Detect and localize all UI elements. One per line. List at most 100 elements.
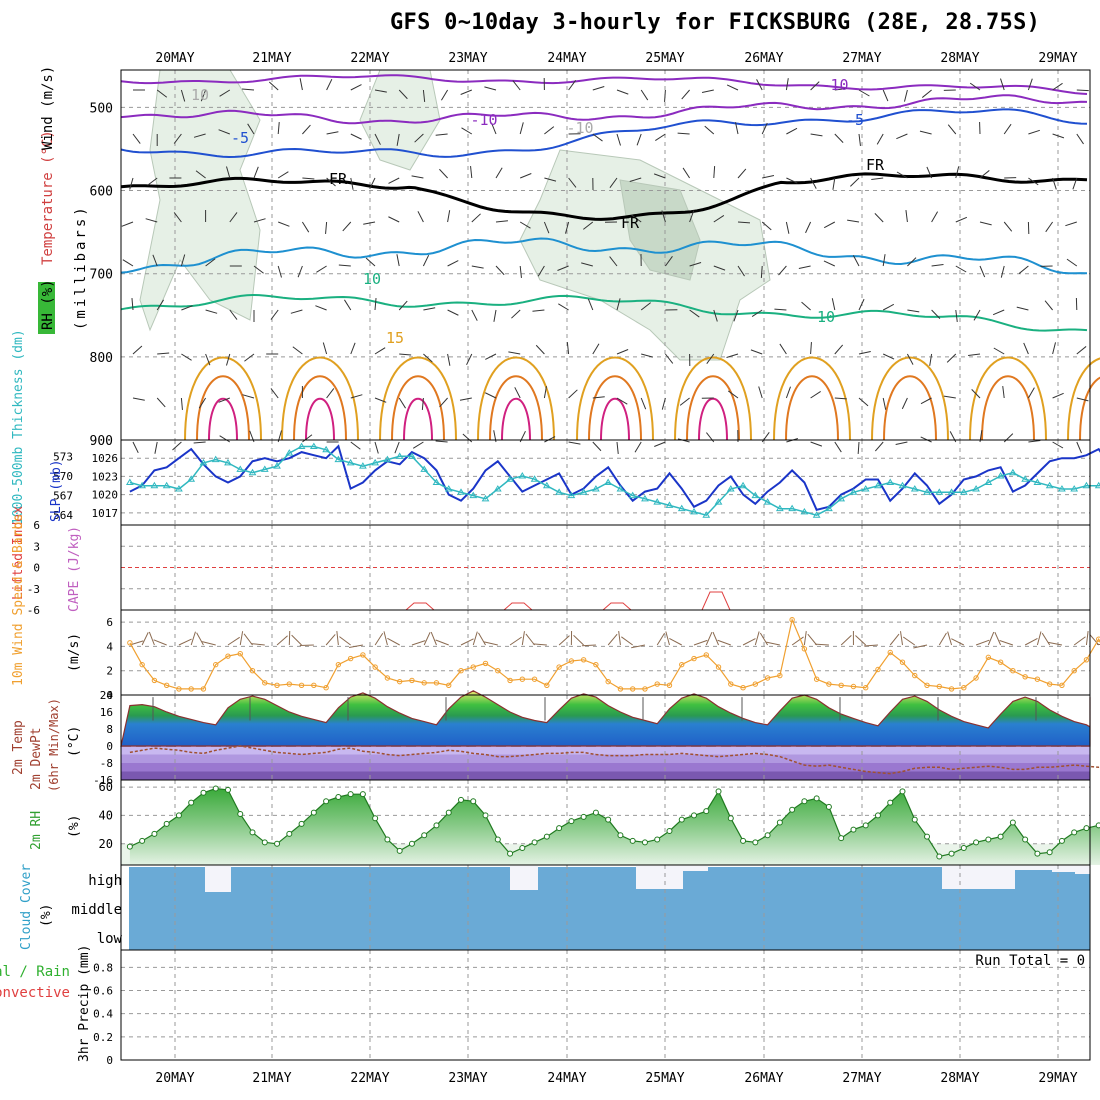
rh-line (129, 787, 1100, 858)
wind-barb (810, 133, 823, 137)
contour-label: -10 (470, 111, 497, 129)
wind-barb (896, 133, 908, 140)
wind-speed-point (323, 685, 329, 691)
panel-frame-thick (120, 439, 1091, 526)
wind-barb (131, 298, 134, 311)
mb-tick-label: 700 (90, 268, 113, 283)
wind-speed-point (1034, 676, 1041, 682)
wind-barb (1065, 221, 1077, 227)
cloud-gap (1052, 866, 1075, 872)
warm-contour (196, 375, 250, 441)
wind-barb (737, 221, 751, 224)
wind-speed-point (139, 661, 145, 668)
thickness-point (690, 507, 698, 515)
warm-contour (293, 375, 347, 441)
precip-tick-label: 0.6 (93, 985, 113, 998)
rh-point (629, 837, 636, 844)
cold-band (121, 771, 1090, 780)
wind-barb (173, 212, 182, 223)
wind-barb (955, 216, 968, 223)
thickness-point (972, 485, 980, 492)
wind-barb (302, 434, 313, 443)
thickness-point (1033, 478, 1042, 485)
wind-10m-barb (656, 632, 666, 646)
wind-10m-barb (631, 644, 646, 649)
wind-barb (1076, 397, 1089, 402)
wind-barb (350, 342, 356, 355)
cold-band (121, 763, 1090, 772)
wind-barb (609, 256, 618, 267)
wind-barb (665, 353, 674, 364)
date-label-bottom: 22MAY (350, 1071, 389, 1086)
cloud-gap (636, 866, 683, 889)
wind-10m-barb (374, 632, 384, 646)
wind-speed-point (985, 654, 992, 661)
wind-speed-point (740, 685, 746, 691)
wind-speed-point (948, 686, 955, 692)
li-ylabel: Lifted Index (11, 506, 26, 600)
wind-barb (592, 343, 600, 355)
wind-barb (706, 432, 715, 443)
wind-barb (882, 353, 895, 360)
wind-barb (1028, 177, 1039, 186)
thickness-point (886, 478, 895, 485)
wind-barb (1052, 177, 1057, 190)
wind-speed-point (519, 676, 526, 682)
thickness-point (1082, 481, 1091, 489)
thickness-point (898, 481, 907, 489)
rh-point (715, 788, 722, 795)
wind-barb (801, 301, 811, 311)
wind-barb (834, 88, 847, 91)
wind-barb (943, 395, 956, 399)
warm-contour (883, 375, 937, 441)
rh-point (433, 822, 440, 829)
wind-10m-barb (525, 633, 535, 646)
wind-barb (805, 221, 812, 234)
wind-barb (519, 265, 522, 278)
wind-speed-point (593, 661, 599, 668)
wind-barb (369, 177, 376, 190)
wind-speed-point (347, 655, 354, 662)
wind-barb (920, 436, 932, 443)
thickness-point (199, 458, 208, 466)
wind-10m-barb (153, 639, 167, 646)
wind-barb (398, 89, 408, 100)
wind-barb (858, 298, 865, 311)
wind-barb (422, 254, 430, 267)
thickness-point (542, 481, 551, 489)
rh-point (838, 835, 845, 842)
wind-10m-barb (1048, 641, 1063, 646)
rh-point (200, 789, 207, 796)
thickness-point (825, 504, 833, 512)
rh-point (568, 818, 575, 825)
date-label-top: 22MAY (350, 51, 389, 66)
wind-speed-point (605, 678, 611, 685)
warm-contour (184, 356, 262, 441)
wind-10m-barb (938, 632, 947, 646)
wind-speed-point (679, 661, 685, 668)
wind-barb (689, 309, 700, 318)
wind-10m-barb (814, 643, 829, 646)
wind-speed-point (924, 682, 930, 688)
wind-10m-barb (766, 641, 780, 646)
wind-barb (896, 171, 908, 179)
wind-barb (713, 265, 726, 271)
temp-tick-label: 16 (100, 706, 113, 719)
wind-barb (132, 397, 145, 401)
wind-10m-barb (902, 636, 916, 646)
wind-barb (181, 305, 193, 311)
wind-barb (470, 166, 473, 179)
wind-barb (661, 210, 666, 223)
wind-barb (1000, 265, 1005, 278)
wind-10m-barb (460, 638, 474, 646)
precip-tick-label: 0.8 (93, 961, 113, 974)
wind-barb (1076, 89, 1089, 92)
wind-10m-barb (742, 638, 756, 646)
warm-contour (379, 356, 457, 441)
wind-10m-barb (202, 641, 216, 646)
wind-barb (326, 177, 336, 187)
wind-speed-point (850, 683, 857, 690)
wind-barb (726, 353, 739, 358)
wind-barb (1052, 342, 1056, 355)
thickness-point (187, 475, 196, 482)
